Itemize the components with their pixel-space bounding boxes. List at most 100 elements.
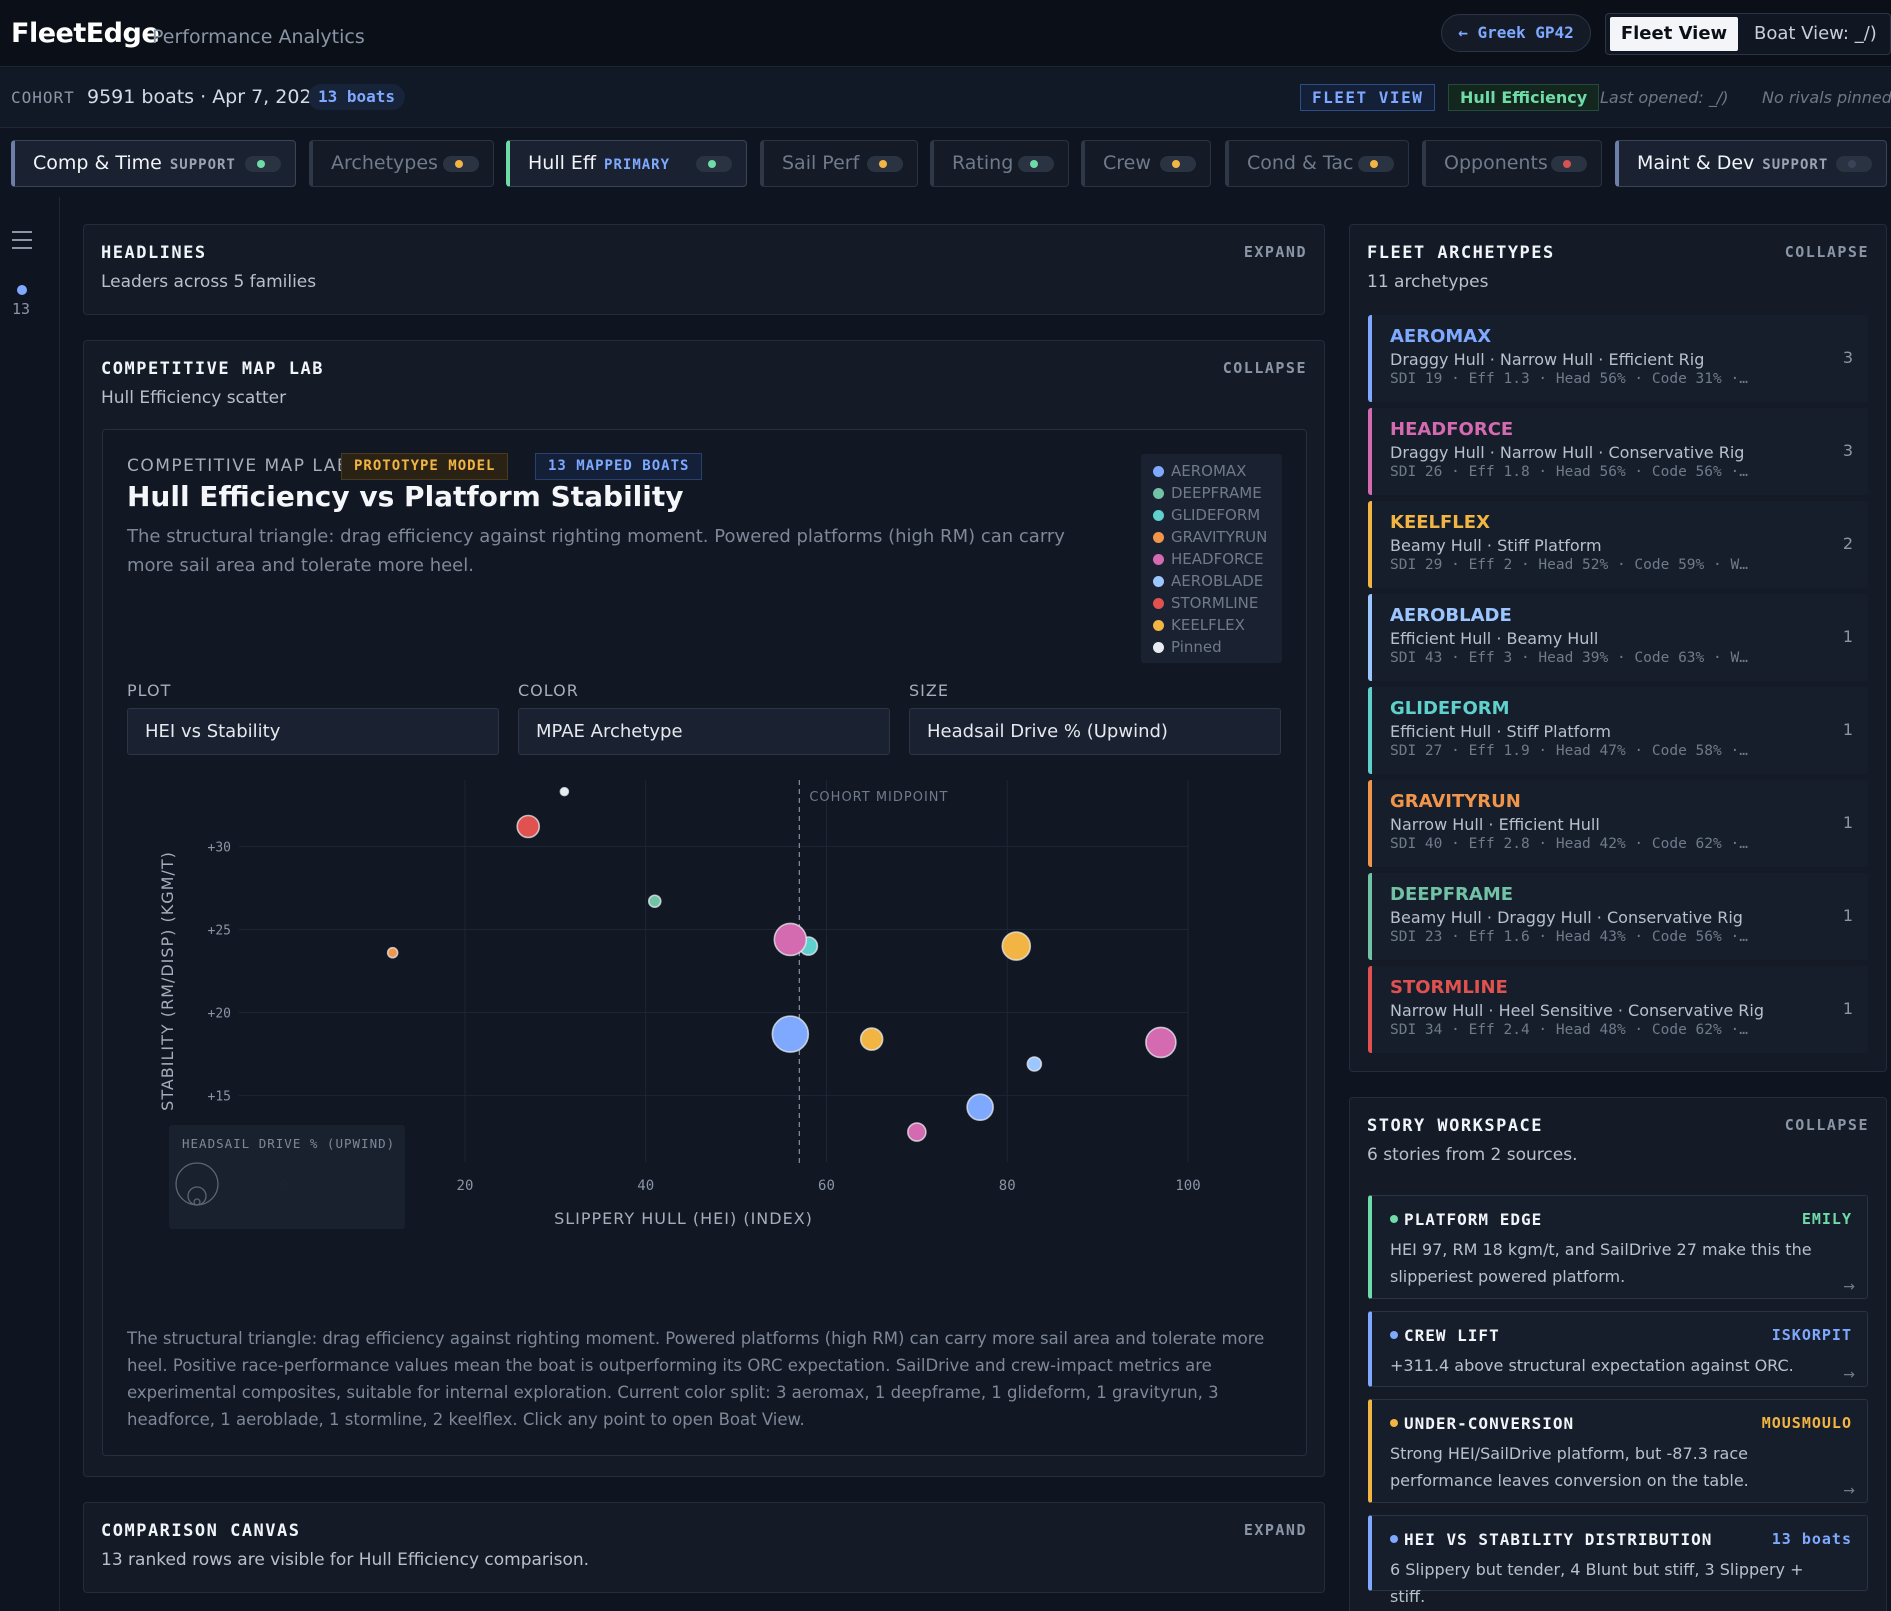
scatter-point[interactable] [1145,1026,1177,1059]
story-item[interactable]: HEI VS STABILITY DISTRIBUTION 13 boats 6 S… [1368,1515,1868,1606]
comparison-expand-button[interactable]: EXPAND [1243,1521,1307,1539]
legend-item[interactable]: STORMLINE [1153,592,1282,614]
legend-item[interactable]: GLIDEFORM [1153,504,1282,526]
scatter-point[interactable] [647,894,662,909]
cohort-midpoint-label: COHORT MIDPOINT [809,790,948,805]
archetype-row-keelflex[interactable]: KEELFLEX Beamy Hull · Stiff Platform SDI 2… [1368,501,1868,588]
scatter-point[interactable] [907,1122,927,1142]
story-item[interactable]: PLATFORM EDGE EMILY HEI 97, RM 18 kgm/t, a… [1368,1195,1868,1299]
comparison-title: COMPARISON CANVAS [101,1521,301,1541]
scatter-point[interactable] [771,1015,810,1053]
legend-item[interactable]: AEROBLADE [1153,570,1282,592]
archetype-name: HEADFORCE [1390,419,1514,440]
map-eyebrow: COMPETITIVE MAP LAB [127,456,351,476]
archetype-row-stormline[interactable]: STORMLINE Narrow Hull · Heel Sensitive · … [1368,966,1868,1053]
tab-maint-dev[interactable]: Maint & Dev SUPPORT [1615,140,1887,187]
story-author: MOUSMOULO [1761,1414,1852,1432]
tab-toggle-icon[interactable] [443,156,479,172]
story-collapse-button[interactable]: COLLAPSE [1784,1116,1869,1134]
tab-archetypes[interactable]: Archetypes [309,140,494,187]
legend-item[interactable]: HEADFORCE [1153,548,1282,570]
story-open-arrow-icon[interactable]: → [1843,1367,1855,1383]
size-select[interactable]: Headsail Drive % (Upwind) [909,708,1281,755]
legend-item[interactable]: GRAVITYRUN [1153,526,1282,548]
map-lab-panel: COMPETITIVE MAP LAB PROTOTYPE MODEL 13 M… [102,429,1307,1456]
story-title: UNDER-CONVERSION [1390,1414,1574,1433]
tab-opponents[interactable]: Opponents [1422,140,1602,187]
tab-toggle-icon[interactable] [696,156,732,172]
archetype-row-deepframe[interactable]: DEEPFRAME Beamy Hull · Draggy Hull · Cons… [1368,873,1868,960]
story-author: 13 boats [1771,1530,1852,1548]
brand-subtitle: Performance Analytics [152,26,365,48]
story-dot-icon [1390,1215,1398,1223]
story-title: STORY WORKSPACE [1367,1116,1544,1136]
archetype-row-gravityrun[interactable]: GRAVITYRUN Narrow Hull · Efficient Hull SD… [1368,780,1868,867]
legend-swatch-icon [1153,466,1164,477]
y-tick-label: +25 [208,923,231,938]
y-tick-label: +15 [208,1090,231,1105]
archetype-traits: Draggy Hull · Narrow Hull · Conservative… [1390,443,1745,462]
scatter-point[interactable] [516,814,541,839]
cohort-label: COHORT [11,88,75,107]
archetypes-collapse-button[interactable]: COLLAPSE [1784,243,1869,261]
x-tick-label: 20 [457,1178,474,1194]
tab-toggle-icon[interactable] [1358,156,1394,172]
tab-crew[interactable]: Crew [1081,140,1211,187]
size-key-small-icon [193,1198,201,1206]
story-item[interactable]: CREW LIFT ISKORPIT +311.4 above structural… [1368,1311,1868,1387]
scatter-point[interactable] [1026,1056,1043,1072]
archetypes-title: FLEET ARCHETYPES [1367,243,1555,263]
scatter-point[interactable] [1001,931,1032,961]
comparison-subtitle: 13 ranked rows are visible for Hull Effi… [101,1550,590,1570]
color-select[interactable]: MPAE Archetype [518,708,890,755]
tab-toggle-icon[interactable] [1836,156,1872,172]
boat-view-button[interactable]: Boat View: _/) [1754,23,1877,44]
scatter-point[interactable] [773,922,808,957]
x-tick-label: 80 [999,1178,1016,1194]
map-lab-collapse-button[interactable]: COLLAPSE [1222,359,1307,377]
y-tick-label: +20 [208,1007,231,1022]
legend-item[interactable]: DEEPFRAME [1153,482,1282,504]
headlines-title: HEADLINES [101,243,207,263]
headlines-expand-button[interactable]: EXPAND [1243,243,1307,261]
plot-label: PLOT [127,681,172,700]
left-rail: 13 [0,197,60,1611]
plot-select[interactable]: HEI vs Stability [127,708,499,755]
tab-sail-perf[interactable]: Sail Perf [760,140,918,187]
archetype-count: 1 [1842,999,1853,1018]
legend-item[interactable]: Pinned [1153,636,1282,658]
legend-item[interactable]: KEELFLEX [1153,614,1282,636]
tab-label: Rating [952,152,1014,174]
tab-toggle-icon[interactable] [1551,156,1587,172]
back-to-boat-button[interactable]: ← Greek GP42 [1441,14,1591,52]
scatter-point[interactable] [859,1027,884,1051]
story-item[interactable]: UNDER-CONVERSION MOUSMOULO Strong HEI/Sail… [1368,1399,1868,1503]
story-open-arrow-icon[interactable]: → [1843,1279,1855,1295]
tab-hull-eff[interactable]: Hull Eff PRIMARY [506,140,747,187]
archetype-row-aeromax[interactable]: AEROMAX Draggy Hull · Narrow Hull · Effic… [1368,315,1868,402]
legend-label: Pinned [1171,638,1222,656]
brand-logo[interactable]: FleetEdge [11,18,160,49]
tab-toggle-icon[interactable] [1018,156,1054,172]
menu-icon[interactable] [12,231,32,249]
tab-toggle-icon[interactable] [867,156,903,172]
story-open-arrow-icon[interactable]: → [1843,1483,1855,1499]
archetype-row-aeroblade[interactable]: AEROBLADE Efficient Hull · Beamy Hull SDI … [1368,594,1868,681]
scatter-point[interactable] [386,946,399,959]
tab-toggle-icon[interactable] [1160,156,1196,172]
legend-label: STORMLINE [1171,594,1259,612]
tab-cond-tac[interactable]: Cond & Tac [1225,140,1409,187]
tab-comp-time[interactable]: Comp & Time SUPPORT [11,140,296,187]
map-lab-title: COMPETITIVE MAP LAB [101,359,324,379]
tab-rating[interactable]: Rating [930,140,1069,187]
archetype-row-headforce[interactable]: HEADFORCE Draggy Hull · Narrow Hull · Con… [1368,408,1868,495]
scatter-point[interactable] [559,786,570,797]
fleet-view-button[interactable]: Fleet View [1610,17,1738,51]
archetype-row-glideform[interactable]: GLIDEFORM Efficient Hull · Stiff Platform… [1368,687,1868,774]
legend-item[interactable]: AEROMAX [1153,460,1282,482]
tab-role-badge: SUPPORT [1762,157,1829,173]
tab-toggle-icon[interactable] [245,156,281,172]
size-key-label: HEADSAIL DRIVE % (UPWIND) [182,1136,395,1151]
scatter-point[interactable] [966,1093,994,1121]
